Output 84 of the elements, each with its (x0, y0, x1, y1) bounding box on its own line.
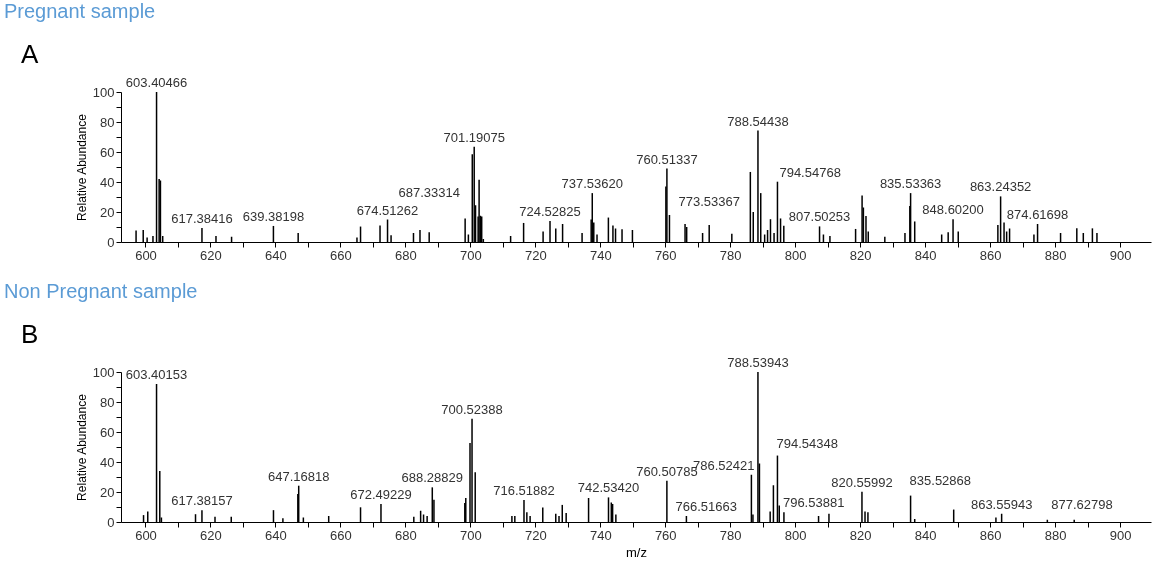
annotation: 687.33314 (398, 185, 460, 201)
annotation: 639.38198 (242, 208, 305, 224)
annotation: 603.40466 (125, 75, 188, 90)
annotation: 688.28829 (401, 470, 464, 486)
x-tick-label: 860 (979, 247, 1002, 263)
annotation: 742.53420 (577, 480, 640, 496)
annotation: 724.52825 (519, 204, 581, 219)
x-tick-label: 720 (524, 527, 547, 543)
annotation: 674.51262 (356, 202, 419, 218)
annotation: 773.53367 (678, 194, 740, 210)
annotation: 737.53620 (561, 176, 623, 192)
x-tick-label: 760 (654, 247, 677, 263)
annotation: 794.54768 (779, 164, 841, 180)
text: B (21, 319, 39, 349)
x-tick-label: 720 (524, 247, 547, 263)
x-tick-label: 840 (914, 247, 937, 263)
x-tick-label: 660 (330, 247, 352, 263)
x-tick-label: 620 (200, 247, 222, 263)
annotation: 700.52388 (441, 401, 503, 417)
chart-title: Pregnant sample (4, 0, 156, 22)
annotation: 672.49229 (350, 487, 412, 502)
x-tick-label: 660 (330, 527, 352, 543)
x-tick-label: 700 (459, 247, 482, 263)
x-tick-label: 860 (979, 527, 1002, 543)
y-tick-label: 0 (107, 514, 115, 530)
x-tick-label: 620 (200, 527, 222, 543)
annotation: 617.38416 (171, 210, 233, 226)
y-tick-label: 40 (100, 174, 115, 190)
annotation: 766.51663 (675, 499, 737, 514)
x-tick-label: 700 (459, 527, 482, 543)
y-axis-title: Relative Abundance (74, 393, 89, 501)
x-tick-label: 600 (135, 247, 157, 263)
annotation: 820.55992 (831, 474, 893, 490)
annotation: 794.54348 (776, 435, 838, 451)
y-tick-label: 20 (100, 204, 115, 220)
x-tick-label: 680 (395, 247, 417, 263)
y-tick-label: 60 (100, 144, 115, 160)
annotation: 716.51882 (493, 483, 555, 499)
x-tick-label: 900 (1109, 527, 1132, 543)
annotation: 874.61698 (1006, 207, 1069, 222)
x-tick-label: 840 (914, 527, 937, 543)
x-tick-label: 820 (849, 247, 872, 263)
text: A (21, 39, 39, 69)
annotation: 807.50253 (788, 209, 851, 225)
annotation: 863.55943 (970, 496, 1033, 512)
annotation: 863.24352 (969, 179, 1032, 195)
y-tick-label: 20 (100, 484, 115, 500)
annotation: 760.51337 (636, 151, 698, 167)
annotation: 848.60200 (922, 202, 984, 218)
x-tick-label: 780 (719, 527, 742, 543)
annotation: 617.38157 (171, 493, 233, 509)
annotation: 603.40153 (125, 367, 188, 382)
x-tick-label: 900 (1109, 247, 1132, 263)
x-tick-label: 640 (265, 247, 287, 263)
x-tick-label: 820 (849, 527, 872, 543)
x-tick-label: 680 (395, 527, 417, 543)
y-tick-label: 40 (100, 454, 115, 470)
y-tick-label: 100 (92, 84, 115, 100)
annotation: 788.53943 (727, 355, 789, 370)
x-tick-label: 780 (719, 247, 742, 263)
x-tick-label: 880 (1044, 527, 1067, 543)
y-tick-label: 80 (100, 114, 115, 130)
x-tick-label: 760 (654, 527, 677, 543)
x-tick-label: 740 (589, 247, 612, 263)
y-tick-label: 100 (92, 364, 115, 380)
x-tick-label: 800 (784, 527, 807, 543)
y-axis-title: Relative Abundance (74, 113, 89, 221)
annotation: 877.62798 (1051, 496, 1113, 512)
y-tick-label: 80 (100, 394, 115, 410)
y-tick-label: 0 (107, 234, 115, 250)
x-tick-label: 740 (589, 527, 612, 543)
y-tick-label: 60 (100, 424, 115, 440)
x-tick-label: 600 (135, 527, 157, 543)
x-tick-label: 640 (265, 527, 287, 543)
annotation: 835.53363 (879, 176, 942, 192)
annotation: 701.19075 (443, 129, 505, 145)
chart-title: Non Pregnant sample (4, 280, 198, 302)
annotation: 796.53881 (782, 495, 845, 511)
annotation: 647.16818 (267, 468, 330, 484)
annotation: 788.54438 (727, 113, 789, 129)
annotation: 835.52868 (909, 472, 972, 488)
x-tick-label: 800 (784, 247, 807, 263)
x-axis-title: m/z (626, 544, 647, 560)
x-tick-label: 880 (1044, 247, 1067, 263)
